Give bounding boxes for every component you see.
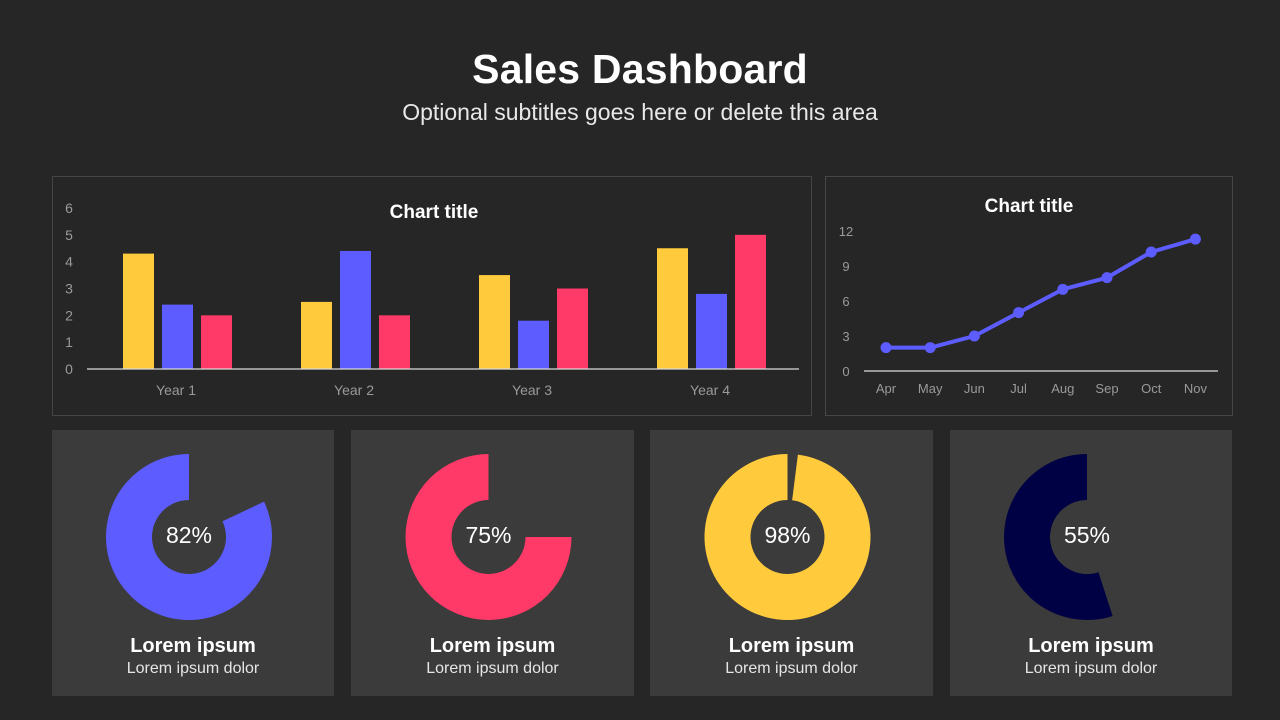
donut-arc xyxy=(1003,454,1113,620)
card-subtitle: Lorem ipsum dolor xyxy=(126,660,260,677)
line-chart-y-tick: 6 xyxy=(842,294,849,309)
bar-2-series-1 xyxy=(301,301,332,369)
line-chart-x-label: Aug xyxy=(1051,381,1074,396)
bar-chart-y-tick: 5 xyxy=(65,227,73,243)
card-subtitle: Lorem ipsum dolor xyxy=(725,660,858,677)
line-chart-point xyxy=(968,330,980,342)
bar-2-series-2 xyxy=(340,250,371,369)
bar-chart-x-label: Year 3 xyxy=(512,382,552,398)
bar-chart-y-tick: 2 xyxy=(65,307,73,323)
card-title: Lorem ipsum xyxy=(130,635,256,657)
kpi-card-2: 75% Lorem ipsum Lorem ipsum dolor xyxy=(351,430,634,696)
bar-1-series-1 xyxy=(123,253,154,369)
line-chart-y-tick: 0 xyxy=(842,364,849,379)
donut-chart xyxy=(1003,454,1113,620)
line-chart-x-label: Nov xyxy=(1184,381,1208,396)
card-title: Lorem ipsum xyxy=(1028,635,1154,657)
line-chart-title: Chart title xyxy=(985,196,1074,217)
bar-chart-panel: Chart title 0 1 2 3 4 5 6 Year 1 Year 2 Year 3 Ye… xyxy=(52,176,812,416)
line-chart-x-label: Oct xyxy=(1141,381,1162,396)
line-chart-series-line xyxy=(886,237,1196,350)
donut-arc xyxy=(106,454,272,620)
donut-percent-label: 55% xyxy=(1063,522,1111,548)
bar-2-series-3 xyxy=(379,315,410,369)
bar-3-series-3 xyxy=(557,288,588,369)
line-chart-y-tick: 3 xyxy=(842,329,849,344)
bar-chart-title: Chart title xyxy=(390,202,479,223)
bar-4-series-3 xyxy=(735,234,766,369)
bar-chart-y-tick: 1 xyxy=(65,334,73,350)
bar-1-series-3 xyxy=(201,315,232,369)
line-chart-x-label: Jun xyxy=(964,381,985,396)
donut-percent-label: 75% xyxy=(465,522,512,548)
line-chart-point xyxy=(1013,307,1025,319)
line-chart-x-label: Sep xyxy=(1095,381,1118,396)
bar-chart-y-tick: 4 xyxy=(65,254,73,270)
donut-arc xyxy=(704,454,871,620)
bar-1-series-2 xyxy=(162,304,193,369)
line-chart-point xyxy=(1057,283,1069,295)
page-title: Sales Dashboard xyxy=(472,46,808,92)
line-chart-point xyxy=(1145,246,1157,258)
bar-chart-y-tick: 6 xyxy=(65,200,73,216)
card-title: Lorem ipsum xyxy=(728,635,855,657)
donut-arc xyxy=(405,454,572,620)
line-chart-point xyxy=(880,342,892,354)
donut-percent-label: 82% xyxy=(165,522,213,548)
line-chart-point xyxy=(1101,272,1113,284)
line-chart-x-label: Apr xyxy=(876,381,897,396)
kpi-card-1: 82% Lorem ipsum Lorem ipsum dolor xyxy=(52,430,334,696)
donut-percent-label: 98% xyxy=(764,522,811,548)
bar-3-series-2 xyxy=(518,320,549,369)
donut-chart xyxy=(106,454,272,620)
page-subtitle: Optional subtitles goes here or delete t… xyxy=(402,99,878,125)
line-chart-panel: Chart title 0 3 6 9 12 Apr May Jun Jul Aug Sep Oct… xyxy=(825,176,1233,416)
bar-chart: Chart title 0 1 2 3 4 5 6 Year 1 Year 2 Year 3 Ye… xyxy=(65,200,799,398)
bar-chart-x-label: Year 2 xyxy=(334,382,374,398)
line-chart-x-label: Jul xyxy=(1010,381,1027,396)
card-subtitle: Lorem ipsum dolor xyxy=(1024,660,1158,677)
line-chart-y-tick: 9 xyxy=(842,259,849,274)
kpi-card-4: 55% Lorem ipsum Lorem ipsum dolor xyxy=(950,430,1232,696)
kpi-card-3: 98% Lorem ipsum Lorem ipsum dolor xyxy=(650,430,933,696)
bar-chart-y-tick: 0 xyxy=(65,361,73,377)
bar-chart-x-label: Year 1 xyxy=(156,382,196,398)
card-title: Lorem ipsum xyxy=(429,635,556,657)
bar-4-series-2 xyxy=(696,293,727,369)
bar-4-series-1 xyxy=(657,248,688,369)
bar-3-series-1 xyxy=(479,275,510,369)
bar-chart-y-tick: 3 xyxy=(65,281,73,297)
card-subtitle: Lorem ipsum dolor xyxy=(426,660,559,677)
donut-chart xyxy=(405,454,572,620)
line-chart-point xyxy=(924,342,936,354)
donut-chart xyxy=(704,454,871,620)
line-chart-point xyxy=(1189,233,1201,245)
line-chart-y-tick: 12 xyxy=(839,224,853,239)
line-chart-x-label: May xyxy=(918,381,943,396)
line-chart: Chart title 0 3 6 9 12 Apr May Jun Jul Aug Sep Oct… xyxy=(839,196,1218,396)
bar-chart-x-label: Year 4 xyxy=(690,382,730,398)
